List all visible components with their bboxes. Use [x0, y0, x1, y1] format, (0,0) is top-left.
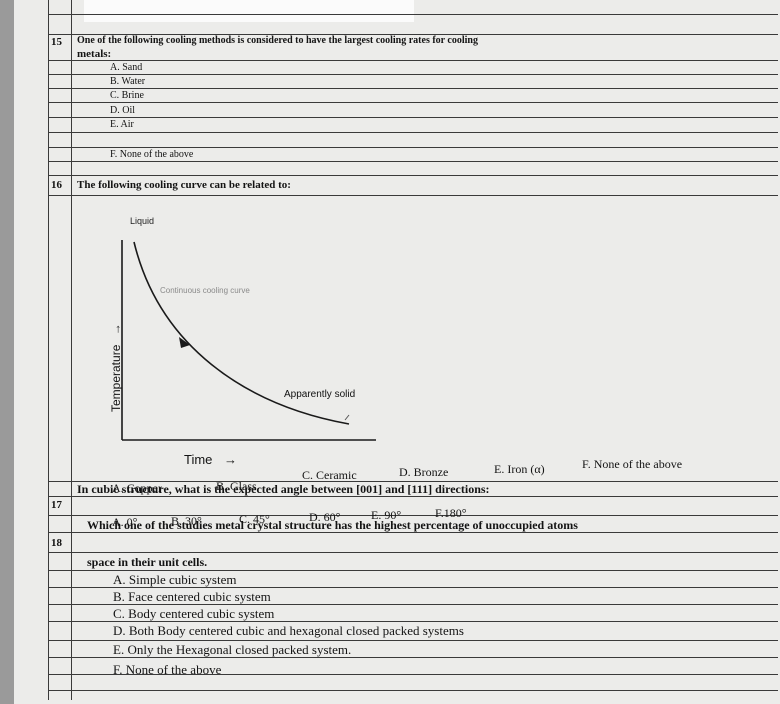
curve-end-tick: [344, 414, 350, 421]
y-axis-label: Temperature →: [109, 323, 123, 412]
row-rule: [48, 690, 778, 691]
y-axis-title: Temperature: [109, 344, 123, 412]
figure-axes: [121, 240, 376, 441]
question-16-option-c[interactable]: C. Ceramic: [302, 468, 357, 482]
question-18-option-e[interactable]: E. Only the Hexagonal closed packed syst…: [113, 642, 352, 657]
figure-label-continuous-curve: Continuous cooling curve: [160, 286, 250, 295]
question-16-option-b[interactable]: B. Glass: [216, 479, 257, 493]
row-rule: [48, 674, 778, 675]
question-16-option-a[interactable]: A. Copper: [112, 481, 162, 495]
row-rule: [48, 570, 778, 571]
x-axis-arrow-icon: →: [224, 452, 238, 467]
redacted-header: [84, 0, 414, 22]
question-15-text-line2: metals:: [77, 48, 112, 60]
row-rule: [48, 587, 778, 588]
question-17-option-d[interactable]: D. 60°: [309, 510, 341, 524]
row-rule: [48, 34, 778, 35]
row-rule: [48, 175, 778, 176]
question-15-option-b[interactable]: B. Water: [110, 76, 146, 87]
row-rule: [48, 147, 778, 148]
question-16-text: The following cooling curve can be relat…: [77, 179, 291, 191]
cooling-curve-line: [133, 241, 350, 425]
question-15-option-e[interactable]: E. Air: [110, 119, 134, 130]
question-18-text-line2: space in their unit cells.: [87, 555, 208, 569]
row-rule: [48, 481, 778, 482]
figure-label-apparently-solid: Apparently solid: [284, 389, 356, 400]
row-rule: [48, 552, 778, 553]
figure-label-liquid: Liquid: [130, 216, 155, 226]
question-18-number: 18: [51, 537, 62, 549]
question-18-option-c[interactable]: C. Body centered cubic system: [113, 606, 275, 621]
question-15-option-a[interactable]: A. Sand: [110, 62, 143, 73]
row-rule: [48, 88, 778, 89]
question-17-number: 17: [51, 499, 62, 511]
row-rule: [48, 532, 778, 533]
question-15-option-d[interactable]: D. Oil: [110, 105, 135, 116]
row-rule: [48, 60, 778, 61]
row-rule: [48, 14, 778, 15]
exam-sheet: 15 One of the following cooling methods …: [14, 0, 780, 704]
question-17-option-b[interactable]: B. 30°: [171, 514, 202, 528]
row-rule: [48, 640, 778, 641]
question-18-option-f[interactable]: F. None of the above: [113, 662, 222, 677]
question-16-option-d[interactable]: D. Bronze: [399, 465, 449, 479]
question-18-option-d[interactable]: D. Both Body centered cubic and hexagona…: [113, 623, 464, 638]
left-margin-rule: [48, 0, 49, 700]
question-16-number: 16: [51, 179, 62, 191]
x-axis-label: Time →: [184, 453, 237, 466]
row-rule: [48, 604, 778, 605]
question-15-number: 15: [51, 36, 62, 48]
row-rule: [48, 621, 778, 622]
row-rule: [48, 195, 778, 196]
row-rule: [48, 117, 778, 118]
row-rule: [48, 102, 778, 103]
row-rule: [48, 657, 778, 658]
question-15-option-c[interactable]: C. Brine: [110, 90, 144, 101]
curve-arrow-icon: [179, 337, 190, 348]
row-rule: [48, 515, 778, 516]
number-column-rule: [71, 0, 72, 700]
question-15-text: One of the following cooling methods is …: [77, 35, 478, 46]
question-18-option-b[interactable]: B. Face centered cubic system: [113, 589, 271, 604]
question-17-option-a[interactable]: A. 0°: [112, 515, 138, 529]
question-16-option-f[interactable]: F. None of the above: [582, 457, 683, 471]
row-rule: [48, 74, 778, 75]
question-18-option-a[interactable]: A. Simple cubic system: [113, 572, 237, 587]
y-axis-arrow-icon: →: [109, 323, 123, 336]
question-18-text: Which one of the studies metal crystal s…: [87, 518, 578, 532]
question-17-option-c[interactable]: C. 45°: [239, 512, 270, 526]
question-16-option-e[interactable]: E. Iron (α): [494, 462, 545, 476]
row-rule: [48, 161, 778, 162]
x-axis-title: Time: [184, 452, 213, 467]
row-rule: [48, 132, 778, 133]
row-rule: [48, 496, 778, 497]
question-17-option-f[interactable]: F.180°: [435, 506, 467, 520]
question-17-option-e[interactable]: E. 90°: [371, 508, 402, 522]
question-17-text: In cubic structure, what is the expected…: [77, 482, 490, 496]
question-15-option-f[interactable]: F. None of the above: [110, 149, 194, 160]
